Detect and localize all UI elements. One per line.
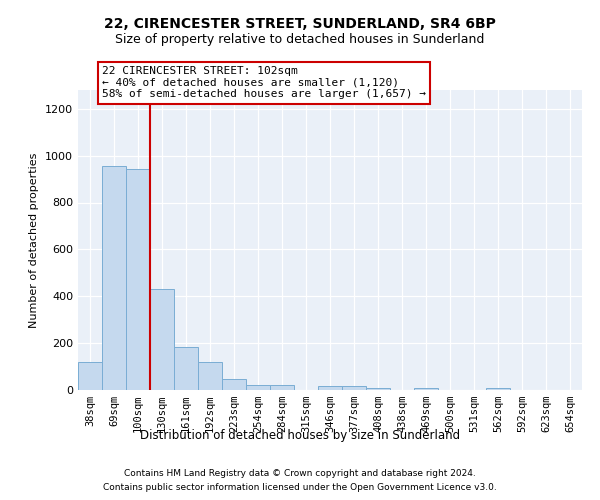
Bar [198, 362, 222, 390]
Text: Size of property relative to detached houses in Sunderland: Size of property relative to detached ho… [115, 32, 485, 46]
Text: Contains HM Land Registry data © Crown copyright and database right 2024.: Contains HM Land Registry data © Crown c… [124, 470, 476, 478]
Bar [318, 386, 342, 390]
Text: Contains public sector information licensed under the Open Government Licence v3: Contains public sector information licen… [103, 483, 497, 492]
Bar [342, 386, 366, 390]
Bar [126, 168, 150, 390]
Bar [270, 386, 294, 390]
Bar [102, 166, 126, 390]
Bar [78, 362, 102, 390]
Y-axis label: Number of detached properties: Number of detached properties [29, 152, 40, 328]
Text: 22 CIRENCESTER STREET: 102sqm
← 40% of detached houses are smaller (1,120)
58% o: 22 CIRENCESTER STREET: 102sqm ← 40% of d… [102, 66, 426, 100]
Text: 22, CIRENCESTER STREET, SUNDERLAND, SR4 6BP: 22, CIRENCESTER STREET, SUNDERLAND, SR4 … [104, 18, 496, 32]
Bar [150, 289, 174, 390]
Bar [174, 346, 198, 390]
Text: Distribution of detached houses by size in Sunderland: Distribution of detached houses by size … [140, 428, 460, 442]
Bar [414, 388, 438, 390]
Bar [246, 386, 270, 390]
Bar [366, 388, 390, 390]
Bar [486, 388, 510, 390]
Bar [222, 380, 246, 390]
